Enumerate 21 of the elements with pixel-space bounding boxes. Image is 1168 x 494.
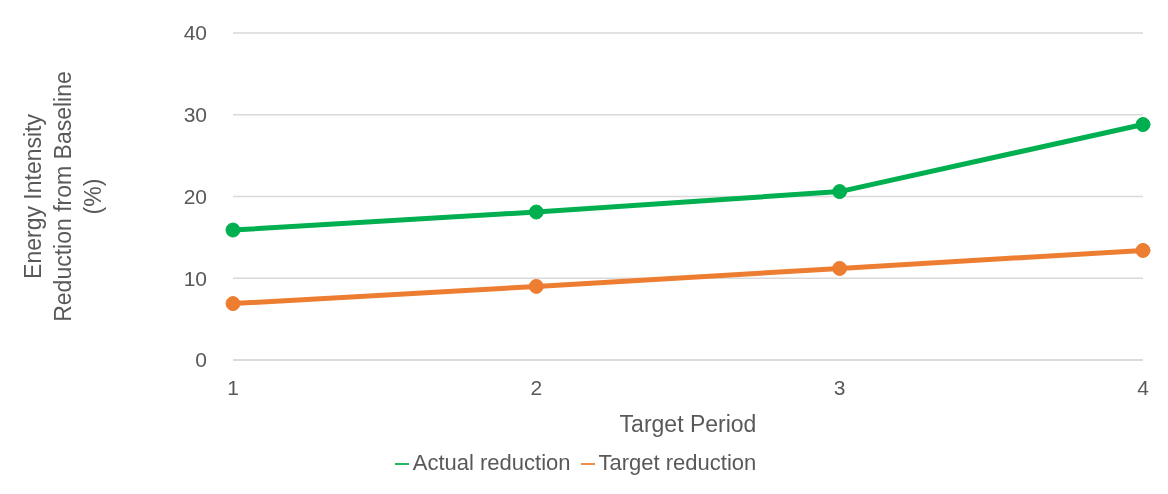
x-axis-title: Target Period bbox=[619, 411, 757, 437]
x-tick-label: 4 bbox=[1137, 375, 1150, 399]
y-tick-label: 40 bbox=[183, 21, 207, 45]
y-tick-label: 20 bbox=[183, 184, 207, 208]
x-tick-label: 1 bbox=[227, 375, 239, 399]
point bbox=[528, 278, 544, 294]
legend-label: Target reduction bbox=[598, 450, 757, 475]
point bbox=[225, 296, 241, 312]
legend-label: Actual reduction bbox=[412, 450, 571, 475]
y-tick-label: 0 bbox=[195, 348, 207, 372]
point bbox=[1135, 117, 1151, 133]
point bbox=[832, 184, 848, 200]
x-tick-label: 2 bbox=[530, 375, 543, 399]
point bbox=[1135, 242, 1151, 258]
y-axis-title: Energy Intensity Reduction from Baseline (%) bbox=[20, 71, 106, 322]
point bbox=[225, 222, 241, 238]
point bbox=[832, 260, 848, 276]
y-tick-label: 10 bbox=[183, 266, 207, 290]
x-tick-label: 3 bbox=[833, 375, 846, 399]
point bbox=[528, 204, 544, 220]
y-tick-label: 30 bbox=[183, 103, 207, 127]
